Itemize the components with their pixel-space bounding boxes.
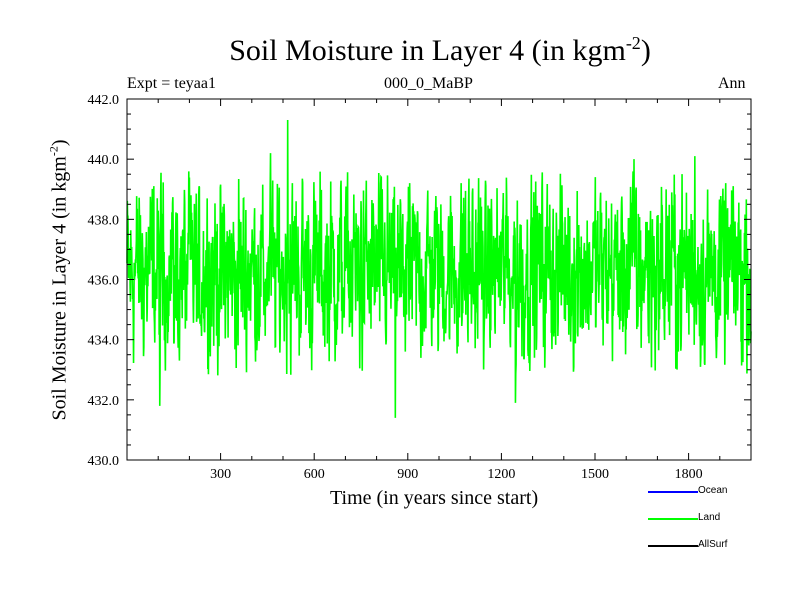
y-tick-label: 432.0 [88,394,120,409]
legend-swatch-ocean [648,491,698,493]
legend-label-ocean: Ocean [698,485,728,496]
legend-label-land: Land [698,512,721,523]
x-tick-label: 1800 [675,467,703,482]
y-tick-label: 430.0 [88,454,120,469]
y-tick-label: 436.0 [88,274,120,289]
legend-swatch-land [648,518,698,520]
y-tick-label: 442.0 [88,93,120,108]
legend-swatch-allsurf [648,545,698,547]
x-tick-label: 300 [210,467,231,482]
chart-subtitle: 000_0_MaBP [384,75,473,92]
legend-label-allsurf: AllSurf [698,539,728,550]
y-tick-label: 440.0 [88,153,120,168]
chart-title: Soil Moisture in Layer 4 (in kgm-2) [229,33,651,67]
land-series-line [126,120,752,418]
x-axis-label: Time (in years since start) [330,487,539,509]
y-tick-label: 434.0 [88,334,120,349]
x-tick-label: 900 [397,467,418,482]
y-tick-label: 438.0 [88,213,120,228]
season-label: Ann [718,75,746,92]
x-tick-label: 600 [304,467,325,482]
x-tick-label: 1200 [487,467,515,482]
x-tick-label: 1500 [581,467,609,482]
experiment-label: Expt = teyaa1 [127,75,216,92]
